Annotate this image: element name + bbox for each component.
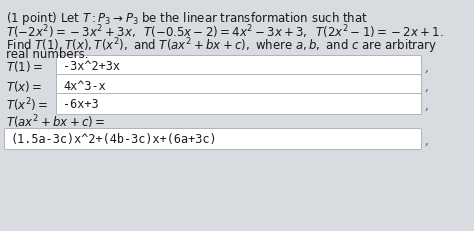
- Text: $T(-2x^2) = -3x^2 + 3x,\;\;T(-0.5x - 2) = 4x^2 - 3x + 3,\;\;T(2x^2 - 1) = -2x + : $T(-2x^2) = -3x^2 + 3x,\;\;T(-0.5x - 2) …: [6, 23, 444, 40]
- FancyBboxPatch shape: [56, 94, 421, 115]
- Text: -6x+3: -6x+3: [63, 98, 99, 111]
- Text: $T(x) = $: $T(x) = $: [6, 78, 42, 93]
- FancyBboxPatch shape: [56, 75, 421, 96]
- Text: (1.5a-3c)x^2+(4b-3c)x+(6a+3c): (1.5a-3c)x^2+(4b-3c)x+(6a+3c): [11, 133, 218, 146]
- Text: ,: ,: [425, 133, 429, 146]
- FancyBboxPatch shape: [4, 129, 421, 150]
- Text: Find $T(1), T(x), T(x^2),$ and $T(ax^2 + bx + c),$ where $a, b,$ and $c$ are arb: Find $T(1), T(x), T(x^2),$ and $T(ax^2 +…: [6, 36, 438, 55]
- Text: (1 point) Let $T : P_3 \rightarrow P_3$ be the linear transformation such that: (1 point) Let $T : P_3 \rightarrow P_3$ …: [6, 10, 368, 27]
- Text: real numbers.: real numbers.: [6, 48, 89, 61]
- Text: $T(1) = $: $T(1) = $: [6, 59, 43, 74]
- Text: -3x^2+3x: -3x^2+3x: [63, 60, 120, 73]
- Text: 4x^3-x: 4x^3-x: [63, 79, 106, 92]
- Text: $T(ax^2 + bx + c) = $: $T(ax^2 + bx + c) = $: [6, 113, 105, 130]
- Text: ,: ,: [425, 98, 429, 111]
- Text: $T(x^2) = $: $T(x^2) = $: [6, 96, 48, 113]
- Text: ,: ,: [425, 60, 429, 73]
- Text: ,: ,: [425, 79, 429, 92]
- FancyBboxPatch shape: [56, 56, 421, 77]
